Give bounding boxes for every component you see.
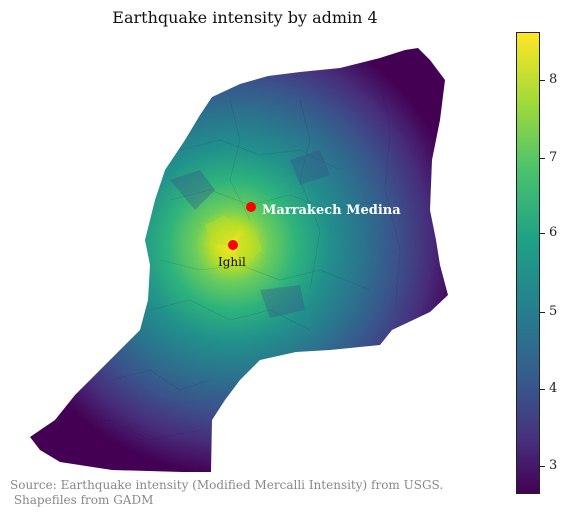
city-label-ighil: Ighil <box>218 255 246 269</box>
colorbar-tick: 8 <box>540 72 557 87</box>
colorbar-tick: 5 <box>540 304 557 319</box>
city-label-marrakech: Marrakech Medina <box>262 203 401 218</box>
colorbar-tick: 4 <box>540 381 557 396</box>
colorbar-tick: 6 <box>540 225 557 240</box>
colorbar-tick: 3 <box>540 458 557 473</box>
colorbar <box>516 32 540 494</box>
city-marker-marrakech <box>246 202 256 212</box>
source-note: Source: Earthquake intensity (Modified M… <box>10 478 444 507</box>
colorbar-tick: 7 <box>540 150 557 165</box>
city-marker-ighil <box>228 240 238 250</box>
map-canvas: Marrakech Medina Ighil <box>30 48 448 472</box>
map-title: Earthquake intensity by admin 4 <box>112 8 378 27</box>
country-shape <box>30 48 448 472</box>
